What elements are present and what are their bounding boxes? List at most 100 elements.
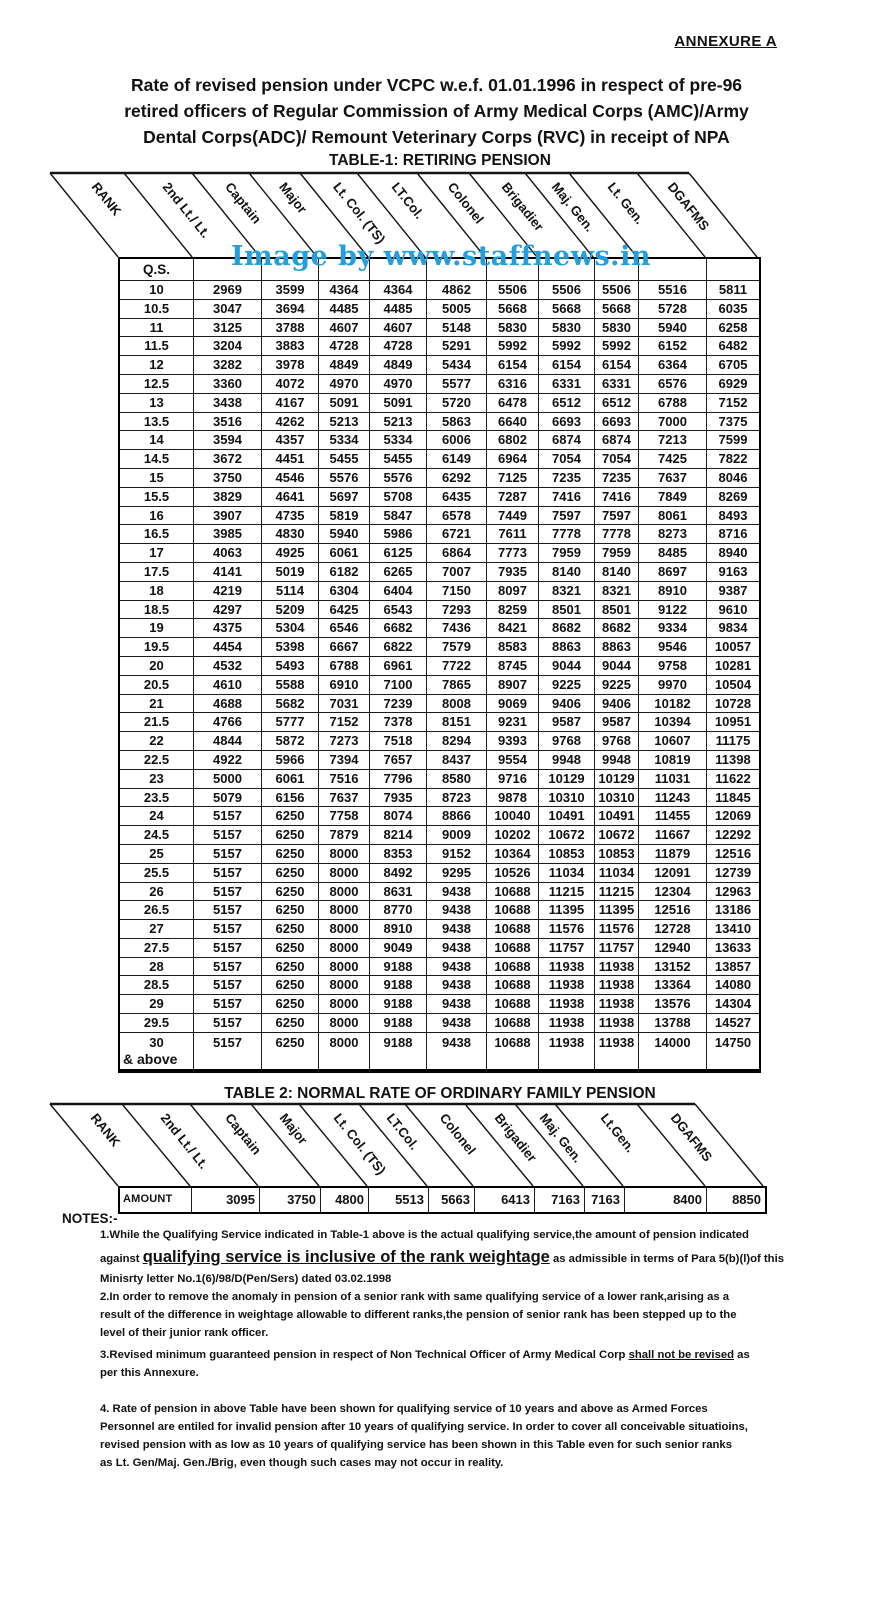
pension-value-cell: 4849 bbox=[370, 356, 427, 375]
pension-value-cell: 9438 bbox=[427, 1014, 487, 1033]
pension-value-cell: 11455 bbox=[639, 807, 707, 827]
qs-cell: 28.5 bbox=[120, 976, 194, 996]
pension-value-cell: 7657 bbox=[370, 750, 427, 770]
pension-value-cell: 5157 bbox=[194, 920, 262, 939]
pension-value-cell: 4970 bbox=[370, 374, 427, 394]
pension-value-cell: 6250 bbox=[262, 826, 319, 845]
pension-value-cell: 4532 bbox=[194, 656, 262, 676]
pension-value-cell: 9225 bbox=[595, 675, 639, 695]
pension-value-cell: 9587 bbox=[539, 713, 595, 733]
header-band-line bbox=[191, 172, 261, 258]
note-3-text-end: as per this Annexure. bbox=[100, 1349, 750, 1380]
pension-value-cell: 6250 bbox=[262, 844, 319, 864]
pension-value-cell: 5005 bbox=[427, 299, 487, 319]
header-band-line bbox=[358, 1103, 428, 1187]
qs-cell: 27 bbox=[120, 920, 194, 939]
pension-value-cell: 7436 bbox=[427, 619, 487, 639]
pension-value-cell: 8580 bbox=[427, 769, 487, 789]
pension-value-cell: 4141 bbox=[194, 562, 262, 582]
header-band-line bbox=[250, 1103, 320, 1187]
pension-value-cell: 4063 bbox=[194, 544, 262, 563]
qs-cell: 14.5 bbox=[120, 450, 194, 469]
pension-value-cell: 9438 bbox=[427, 920, 487, 939]
pension-value-cell: 3672 bbox=[194, 450, 262, 469]
pension-value-cell: 10672 bbox=[539, 826, 595, 845]
pension-value-cell: 8940 bbox=[707, 544, 759, 563]
pension-value-cell: 6250 bbox=[262, 995, 319, 1015]
pension-value-cell: 9122 bbox=[639, 600, 707, 620]
pension-value-cell: 12304 bbox=[639, 882, 707, 902]
pension-value-cell: 3360 bbox=[194, 374, 262, 394]
pension-value-cell: 9438 bbox=[427, 901, 487, 921]
pension-value-cell: 8000 bbox=[319, 844, 370, 864]
pension-value-cell: 4485 bbox=[370, 299, 427, 319]
pension-value-cell: 7152 bbox=[707, 394, 759, 413]
pension-value-cell: 6964 bbox=[487, 450, 539, 469]
pension-value-cell: 4454 bbox=[194, 638, 262, 657]
pension-value-cell: 13576 bbox=[639, 995, 707, 1015]
pension-value-cell: 6292 bbox=[427, 468, 487, 488]
pension-value-cell: 8000 bbox=[319, 995, 370, 1015]
header-band-line bbox=[404, 1103, 474, 1187]
column-header-dgafms: DGAFMS bbox=[665, 179, 713, 233]
table-row: 18 4219 5114 6304 6404 7150 8097 8321 8321 8910 93… bbox=[120, 581, 759, 601]
pension-value-cell: 5213 bbox=[319, 412, 370, 432]
pension-value-cell: 7054 bbox=[595, 450, 639, 469]
header-band-line bbox=[49, 172, 119, 258]
table-row: 20.5 4610 5588 6910 7100 7865 8907 9225 9225 9970… bbox=[120, 675, 759, 695]
watermark-text: Image by www.staffnews.in bbox=[231, 241, 651, 272]
table-cell bbox=[262, 259, 319, 281]
pension-value-cell: 10202 bbox=[487, 826, 539, 845]
pension-value-cell: 6250 bbox=[262, 1032, 319, 1069]
pension-value-cell: 8000 bbox=[319, 901, 370, 921]
pension-value-cell: 5455 bbox=[319, 450, 370, 469]
column-header-dgafms: DGAFMS bbox=[668, 1110, 716, 1164]
pension-value-cell: 7637 bbox=[319, 788, 370, 808]
pension-value-cell: 11938 bbox=[595, 1014, 639, 1033]
pension-value-cell: 7416 bbox=[539, 487, 595, 507]
pension-value-cell: 5157 bbox=[194, 882, 262, 902]
pension-value-cell: 11398 bbox=[707, 751, 759, 770]
pension-value-cell: 5668 bbox=[539, 299, 595, 319]
header-band-line bbox=[298, 1103, 368, 1187]
pension-value-cell: 10688 bbox=[487, 1014, 539, 1033]
qs-cell: 19 bbox=[120, 619, 194, 639]
pension-value-cell: 12292 bbox=[707, 826, 759, 845]
pension-value-cell: 6512 bbox=[595, 393, 639, 413]
qs-cell: 18 bbox=[120, 581, 194, 601]
table-row: 28.5 5157 6250 8000 9188 9438 10688 11938 11938 1… bbox=[120, 976, 759, 996]
column-header-maj-gen: Maj. Gen. bbox=[549, 179, 598, 234]
pension-value-cell: 6667 bbox=[319, 638, 370, 657]
qs-cell: 12.5 bbox=[120, 374, 194, 394]
table1-diagonal-header: RANK 2nd Lt./ Lt. Captain Major Lt. Col. (TS… bbox=[49, 171, 758, 258]
header-band-line bbox=[123, 172, 193, 258]
pension-value-cell: 10728 bbox=[707, 695, 759, 714]
pension-value-cell: 4728 bbox=[370, 337, 427, 357]
pension-value-cell: 6154 bbox=[487, 356, 539, 375]
header-band-line bbox=[248, 172, 318, 258]
pension-value-cell: 5516 bbox=[639, 281, 707, 300]
header-band-line bbox=[554, 1103, 624, 1187]
pension-value-cell: 9188 bbox=[370, 976, 427, 996]
pension-value-cell: 9231 bbox=[487, 713, 539, 733]
qs-cell: 23.5 bbox=[120, 788, 194, 808]
qs-cell: 13 bbox=[120, 393, 194, 413]
pension-value-cell: 11757 bbox=[595, 938, 639, 958]
pension-value-cell: 3985 bbox=[194, 525, 262, 545]
pension-value-cell: 6693 bbox=[595, 412, 639, 432]
qs-cell: 19.5 bbox=[120, 638, 194, 657]
qs-cell: 15.5 bbox=[120, 487, 194, 507]
pension-value-cell: 3788 bbox=[262, 318, 319, 338]
pension-value-cell: 5455 bbox=[370, 450, 427, 469]
pension-value-cell: 6331 bbox=[539, 374, 595, 394]
pension-value-cell: 7758 bbox=[319, 807, 370, 827]
pension-value-cell: 9546 bbox=[639, 638, 707, 657]
pension-value-cell: 10688 bbox=[487, 920, 539, 939]
qs-cell: 25 bbox=[120, 844, 194, 864]
table-row: 19 4375 5304 6546 6682 7436 8421 8682 8682 9334 98… bbox=[120, 619, 759, 639]
pension-value-cell: 5334 bbox=[370, 431, 427, 451]
pension-value-cell: 4641 bbox=[262, 487, 319, 507]
pension-value-cell: 10281 bbox=[707, 657, 759, 676]
pension-value-cell: 13410 bbox=[707, 920, 759, 939]
pension-value-cell: 7235 bbox=[539, 468, 595, 488]
